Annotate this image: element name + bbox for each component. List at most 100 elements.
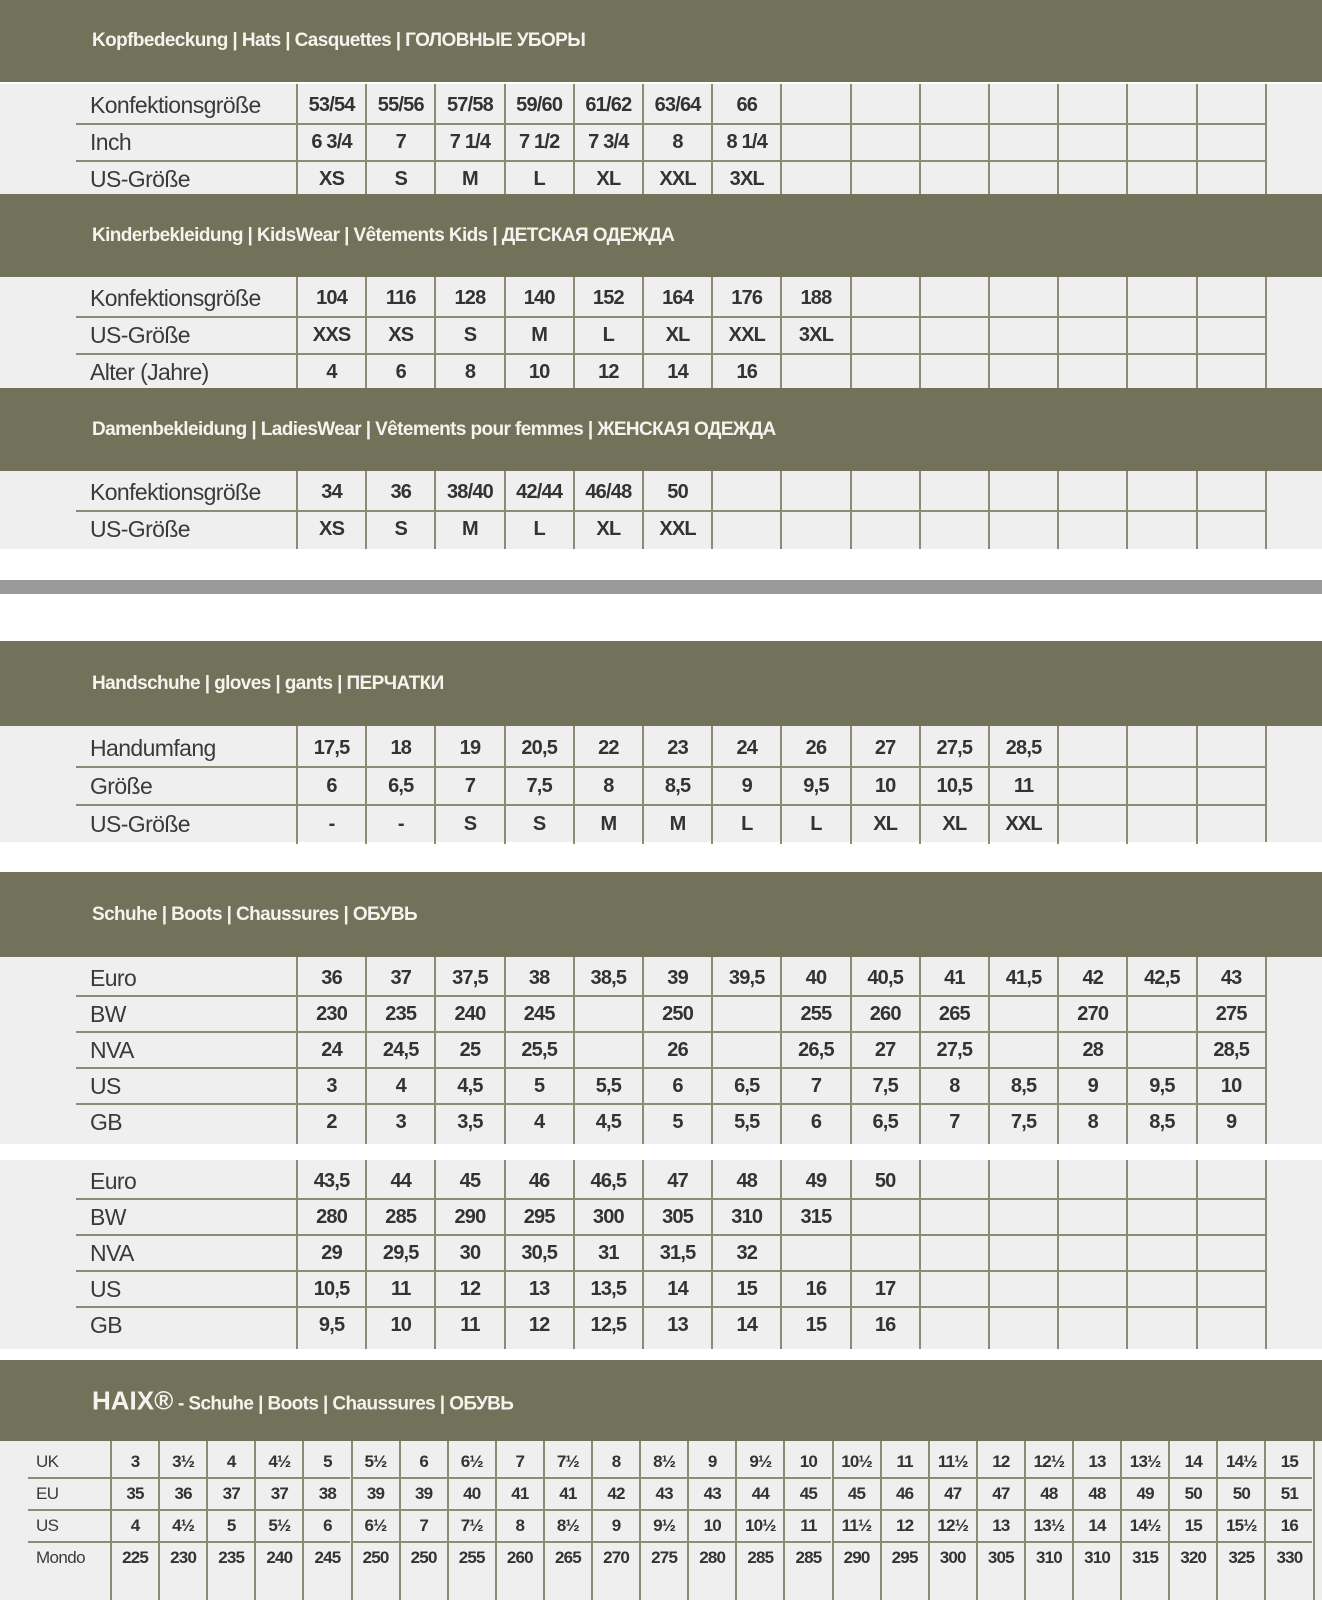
- table-cell: 310: [1023, 1543, 1072, 1575]
- table-cell: 13: [503, 1272, 573, 1308]
- table-cell: 23: [642, 730, 712, 768]
- table-cell: 3XL: [780, 318, 850, 355]
- table-cell: [1126, 1033, 1196, 1069]
- table-cell: 305: [642, 1200, 712, 1236]
- table-cell: 3: [365, 1105, 434, 1141]
- table-cell: [1126, 1308, 1195, 1344]
- table-row: Mondo 225 230 235 240 245 250 250 255 260 265 270 27…: [0, 1543, 1322, 1575]
- table-cell: 4½: [254, 1447, 303, 1479]
- table-cell: 11: [783, 1511, 832, 1543]
- table-cell: 310: [711, 1200, 781, 1236]
- table-row: US-Größe XS S M L XL XXL: [0, 512, 1322, 549]
- table-cell: 8,5: [642, 768, 712, 806]
- row-label: US: [76, 1272, 296, 1308]
- table-cell: 14: [711, 1308, 780, 1344]
- table-cell: [988, 1164, 1058, 1200]
- table-cell: 6: [296, 768, 366, 806]
- table-cell: 41,5: [988, 961, 1058, 997]
- table-cell: [988, 997, 1058, 1033]
- table-row: EU 35 36 37 37 38 39 39 40 41 41 42 43 43 44 45 45 46 47 47…: [0, 1479, 1322, 1511]
- table-cell: [1126, 318, 1196, 355]
- table-cell: 12: [503, 1308, 573, 1344]
- table-cell: 8: [642, 125, 712, 162]
- grid-column-line: [1264, 726, 1267, 842]
- table-cell: 44: [365, 1164, 435, 1200]
- table-cell: 285: [783, 1543, 831, 1575]
- table-cell: 9,5: [780, 768, 850, 806]
- table-cell: [918, 1164, 988, 1200]
- table-cell: [572, 997, 642, 1033]
- table-cell: 12: [879, 1511, 928, 1543]
- table-cell: [1195, 281, 1265, 318]
- table-cell: [780, 88, 850, 125]
- table-cell: 36: [296, 961, 366, 997]
- table-cell: 49: [780, 1164, 850, 1200]
- table-cell: 38: [302, 1479, 351, 1511]
- table-cell: [711, 512, 780, 549]
- table-cell: 36: [158, 1479, 207, 1511]
- table-cell: 305: [975, 1543, 1024, 1575]
- table-cell: 4: [110, 1511, 159, 1543]
- row-label: Euro: [76, 961, 296, 997]
- table-cell: 320: [1168, 1543, 1216, 1575]
- table-row: US-Größe XS S M L XL XXL 3XL: [0, 162, 1322, 199]
- table-cell: 43: [1195, 961, 1265, 997]
- table-cell: 45: [831, 1479, 880, 1511]
- table-cell: [988, 125, 1058, 162]
- table-cell: 53/54: [296, 88, 366, 125]
- table-cell: 6,5: [711, 1069, 781, 1105]
- table-cell: 49: [1120, 1479, 1169, 1511]
- table-cell: 13½: [1023, 1511, 1072, 1543]
- table-cell: 27: [849, 1033, 919, 1069]
- section-header-shoes: Schuhe | Boots | Chaussures | ОБУВЬ: [0, 872, 1322, 957]
- table-cell: [918, 1236, 988, 1272]
- table-cell: 280: [687, 1543, 735, 1575]
- table-cell: [1195, 1164, 1265, 1200]
- table-cell: 66: [711, 88, 781, 125]
- table-cell: 8: [434, 355, 503, 392]
- table-cell: [849, 1236, 919, 1272]
- table-cell: [988, 355, 1057, 392]
- table-cell: 230: [158, 1543, 206, 1575]
- table-cell: 235: [206, 1543, 254, 1575]
- table-cell: 48: [1072, 1479, 1121, 1511]
- table-cell: 36: [365, 475, 435, 512]
- table-cell: 3½: [158, 1447, 207, 1479]
- table-cell: 25,5: [503, 1033, 573, 1069]
- table-cell: XS: [365, 318, 435, 355]
- table-cell: 13: [975, 1511, 1024, 1543]
- row-label: Größe: [76, 768, 296, 806]
- table-cell: 6: [642, 1069, 712, 1105]
- table-cell: 25: [434, 1033, 504, 1069]
- table-cell: 7: [434, 768, 504, 806]
- table-cell: 11½: [927, 1447, 976, 1479]
- row-label: NVA: [76, 1033, 296, 1069]
- table-cell: 50: [1216, 1479, 1265, 1511]
- table-row: US 3 4 4,5 5 5,5 6 6,5 7 7,5 8 8,5 9 9,5 10: [0, 1069, 1322, 1105]
- table-cell: 41: [542, 1479, 591, 1511]
- table-cell: [988, 475, 1058, 512]
- table-cell: [1126, 1236, 1196, 1272]
- table-cell: [918, 125, 988, 162]
- table-cell: [711, 475, 781, 512]
- table-cell: 2: [296, 1105, 365, 1141]
- table-cell: 104: [296, 281, 366, 318]
- table-cell: 7: [365, 125, 435, 162]
- table-cell: 245: [503, 997, 573, 1033]
- table-cell: 11: [988, 768, 1058, 806]
- table-cell: L: [711, 806, 780, 844]
- table-cell: S: [503, 806, 573, 844]
- table-cell: 245: [302, 1543, 350, 1575]
- table-cell: 38: [503, 961, 573, 997]
- table-cell: 14: [1072, 1511, 1121, 1543]
- table-cell: 15½: [1216, 1511, 1265, 1543]
- table-cell: [849, 162, 919, 199]
- table-cell: 3,5: [434, 1105, 503, 1141]
- table-cell: 8½: [639, 1447, 688, 1479]
- table-cell: 225: [110, 1543, 158, 1575]
- table-cell: 51: [1264, 1479, 1313, 1511]
- table-cell: 42,5: [1126, 961, 1196, 997]
- table-cell: 300: [927, 1543, 976, 1575]
- table-cell: 6: [365, 355, 434, 392]
